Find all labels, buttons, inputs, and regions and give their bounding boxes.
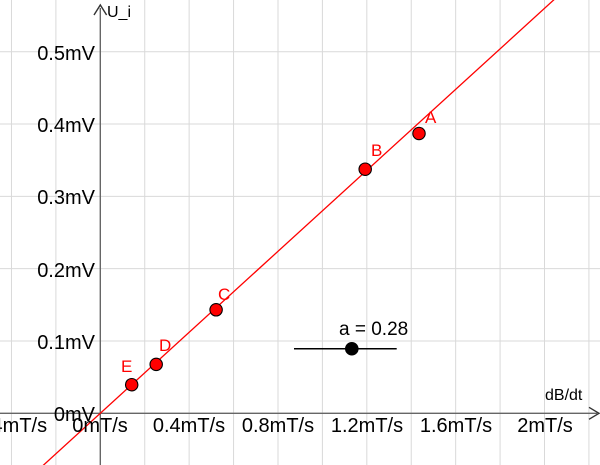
svg-text:D: D xyxy=(159,336,171,355)
svg-text:dB/dt: dB/dt xyxy=(545,387,583,404)
svg-text:a = 0.28: a = 0.28 xyxy=(339,319,408,340)
svg-text:E: E xyxy=(121,357,132,376)
svg-text:B: B xyxy=(371,141,382,160)
svg-text:A: A xyxy=(425,108,437,127)
svg-text:C: C xyxy=(218,285,230,304)
svg-text:U_i: U_i xyxy=(107,4,131,21)
